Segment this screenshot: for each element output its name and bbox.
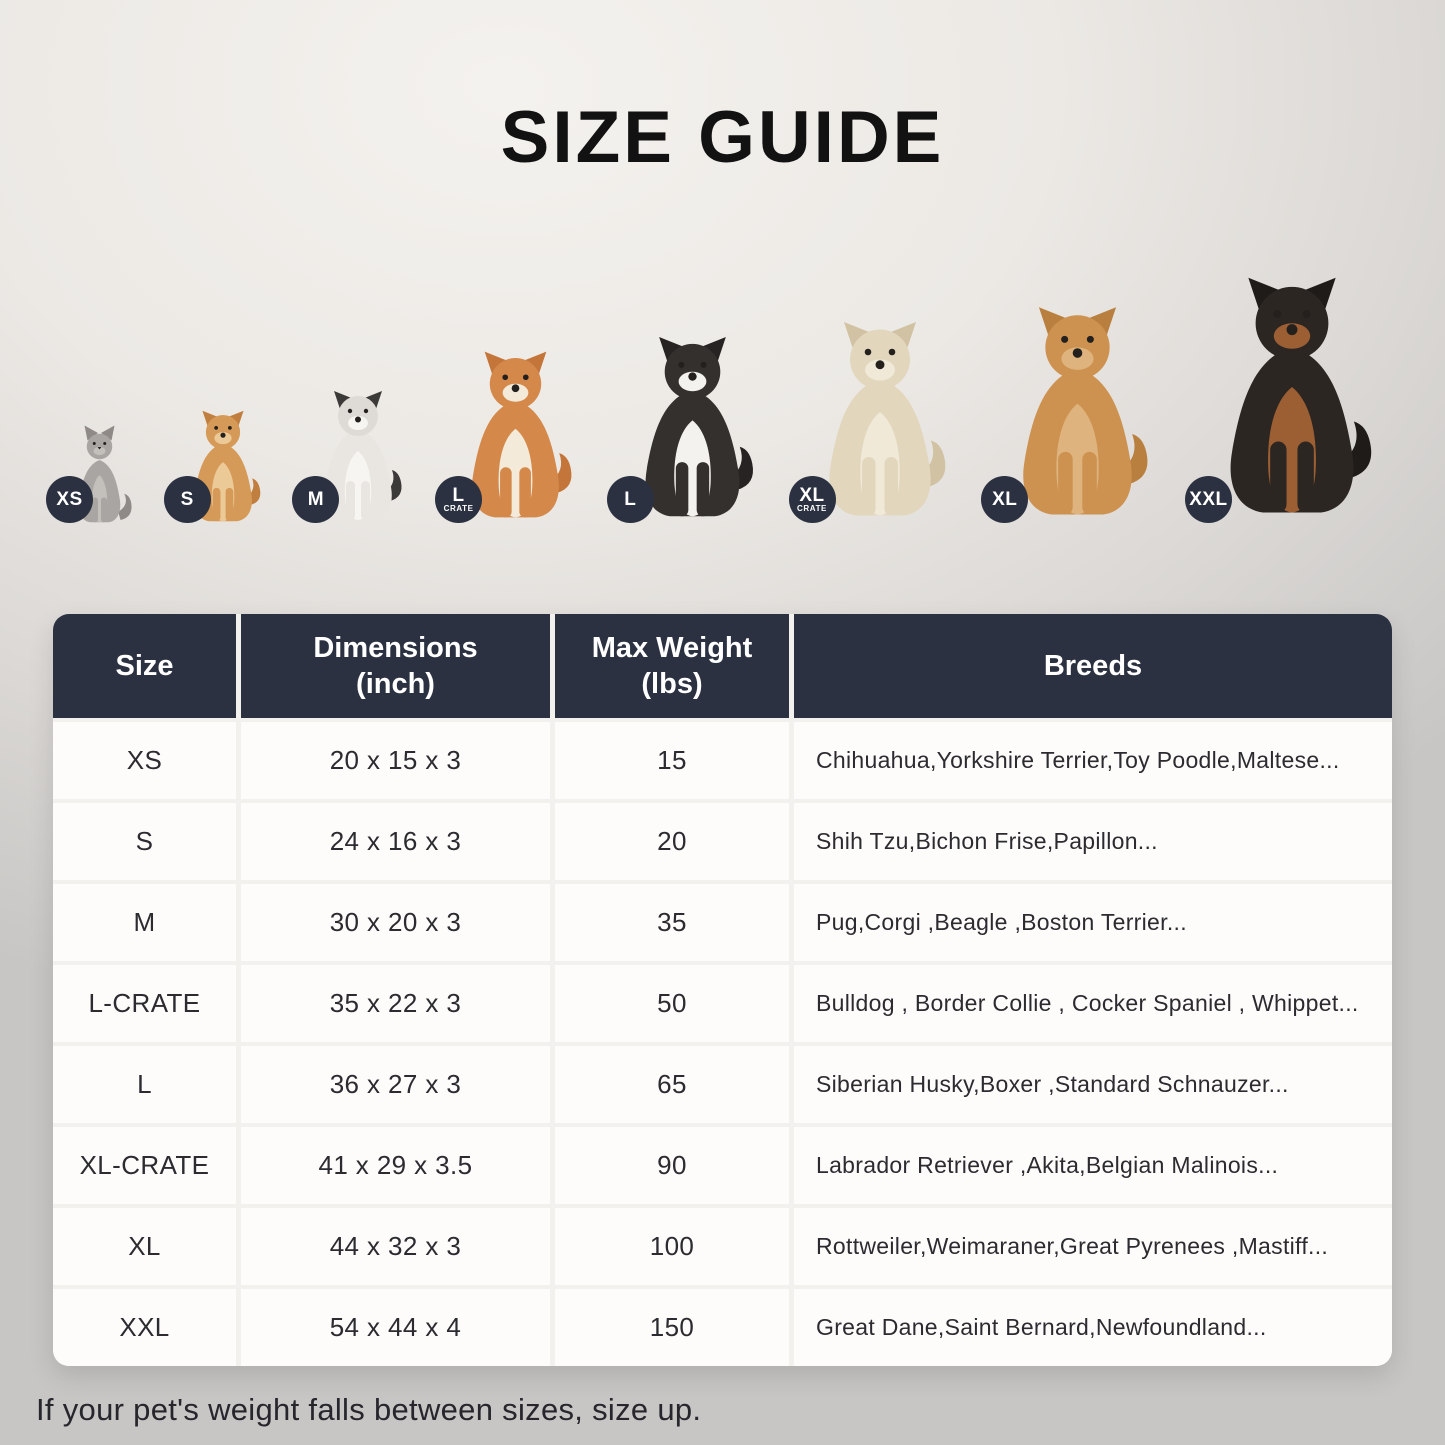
size-badge-label: XL — [799, 484, 825, 506]
size-badge-label: XS — [56, 489, 83, 510]
cell-size: XL — [53, 1208, 236, 1285]
cell-dimensions: 24 x 16 x 3 — [241, 803, 550, 880]
cell-max-weight: 100 — [555, 1208, 789, 1285]
size-badge-sublabel: CRATE — [797, 503, 827, 513]
cell-max-weight: 15 — [555, 722, 789, 799]
animal-figure-s: S — [163, 409, 266, 529]
animal-figure-xs: XS — [46, 424, 137, 529]
cell-size: M — [53, 884, 236, 961]
animal-figure-m: M — [292, 389, 408, 529]
animal-figure-xl: XL — [981, 304, 1158, 529]
animal-figure-xl-crate: XL CRATE — [788, 319, 955, 529]
size-badge-l: L — [606, 476, 654, 523]
page-title: SIZE GUIDE — [500, 97, 945, 178]
cell-dimensions: 44 x 32 x 3 — [241, 1208, 550, 1285]
cell-breeds: Siberian Husky,Boxer ,Standard Schnauzer… — [794, 1046, 1392, 1123]
size-badge-label: M — [307, 489, 325, 510]
cell-size: L-CRATE — [53, 965, 236, 1042]
column-header-dimensions: Dimensions (inch) — [241, 614, 550, 718]
cell-breeds: Labrador Retriever ,Akita,Belgian Malino… — [794, 1127, 1392, 1204]
sizing-advice-note: If your pet's weight falls between sizes… — [36, 1392, 702, 1427]
size-badge-xl: XL — [981, 476, 1029, 523]
cell-max-weight: 20 — [555, 803, 789, 880]
size-badge-label: L — [452, 484, 465, 506]
column-header-size: Size — [53, 614, 236, 718]
cell-breeds: Great Dane,Saint Bernard,Newfoundland... — [794, 1289, 1392, 1366]
size-badge-xl-crate: XL CRATE — [788, 476, 836, 523]
animal-size-strip: XS S M L CRATE L XL — [46, 274, 1383, 529]
cell-breeds: Pug,Corgi ,Beagle ,Boston Terrier... — [794, 884, 1392, 961]
animal-figure-l: L — [606, 334, 762, 529]
cell-size: XXL — [53, 1289, 236, 1366]
cell-max-weight: 65 — [555, 1046, 789, 1123]
cell-max-weight: 50 — [555, 965, 789, 1042]
size-badge-label: L — [624, 489, 637, 510]
size-badge-label: XXL — [1189, 489, 1228, 510]
cell-max-weight: 150 — [555, 1289, 789, 1366]
size-badge-sublabel: CRATE — [443, 503, 474, 513]
cell-breeds: Chihuahua,Yorkshire Terrier,Toy Poodle,M… — [794, 722, 1392, 799]
cell-size: XS — [53, 722, 236, 799]
size-badge-xs: XS — [46, 476, 93, 523]
animal-figure-l-crate: L CRATE — [435, 349, 580, 529]
cell-max-weight: 90 — [555, 1127, 789, 1204]
cell-size: XL-CRATE — [53, 1127, 236, 1204]
size-badge-label: S — [180, 489, 194, 510]
cell-dimensions: 35 x 22 x 3 — [241, 965, 550, 1042]
animal-figure-xxl: XXL — [1184, 274, 1383, 529]
cell-size: L — [53, 1046, 236, 1123]
column-header-breeds: Breeds — [794, 614, 1392, 718]
size-badge-label: XL — [992, 489, 1018, 510]
cell-breeds: Bulldog , Border Collie , Cocker Spaniel… — [794, 965, 1392, 1042]
cell-breeds: Shih Tzu,Bichon Frise,Papillon... — [794, 803, 1392, 880]
cell-dimensions: 20 x 15 x 3 — [241, 722, 550, 799]
size-guide-table: Size Dimensions (inch) Max Weight (lbs) … — [53, 614, 1392, 1366]
size-badge-xxl: XXL — [1184, 476, 1232, 523]
cell-dimensions: 54 x 44 x 4 — [241, 1289, 550, 1366]
cell-dimensions: 36 x 27 x 3 — [241, 1046, 550, 1123]
cell-max-weight: 35 — [555, 884, 789, 961]
cell-dimensions: 41 x 29 x 3.5 — [241, 1127, 550, 1204]
size-badge-l-crate: L CRATE — [435, 476, 483, 523]
size-badge-s: S — [163, 476, 211, 523]
cell-dimensions: 30 x 20 x 3 — [241, 884, 550, 961]
cell-size: S — [53, 803, 236, 880]
cell-breeds: Rottweiler,Weimaraner,Great Pyrenees ,Ma… — [794, 1208, 1392, 1285]
column-header-max-weight: Max Weight (lbs) — [555, 614, 789, 718]
size-badge-m: M — [292, 476, 340, 523]
